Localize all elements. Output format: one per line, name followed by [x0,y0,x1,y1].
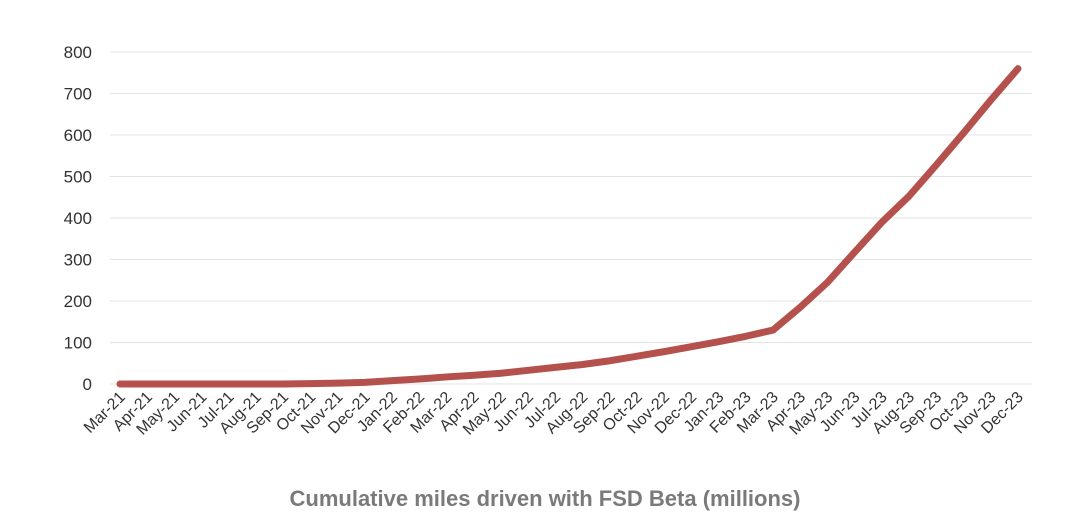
data-line [116,65,1022,388]
y-tick-label: 800 [64,43,92,62]
y-tick-label: 0 [83,375,92,394]
y-tick-label: 300 [64,251,92,270]
y-tick-label: 400 [64,209,92,228]
y-tick-label: 200 [64,292,92,311]
y-tick-label: 100 [64,334,92,353]
y-tick-label: 600 [64,126,92,145]
y-tick-label: 700 [64,85,92,104]
chart-title: Cumulative miles driven with FSD Beta (m… [290,486,801,511]
y-tick-label: 500 [64,168,92,187]
